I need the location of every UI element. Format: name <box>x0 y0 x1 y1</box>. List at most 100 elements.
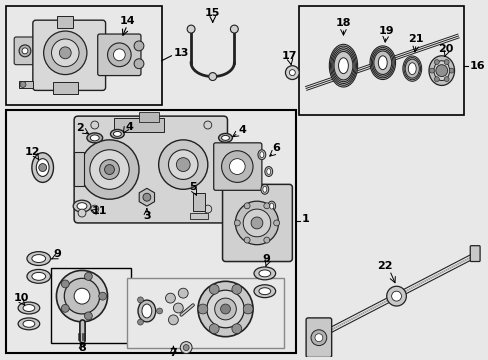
Ellipse shape <box>36 159 49 176</box>
Circle shape <box>310 330 326 346</box>
Ellipse shape <box>263 186 266 192</box>
Circle shape <box>90 150 129 189</box>
Circle shape <box>243 304 252 314</box>
Circle shape <box>198 304 207 314</box>
Circle shape <box>43 31 87 75</box>
Circle shape <box>203 205 211 213</box>
Ellipse shape <box>402 56 421 81</box>
Ellipse shape <box>260 152 264 158</box>
Circle shape <box>134 59 143 69</box>
Ellipse shape <box>218 134 232 142</box>
Circle shape <box>244 237 249 243</box>
Text: 1: 1 <box>301 214 308 224</box>
Circle shape <box>78 209 86 217</box>
Ellipse shape <box>378 56 386 69</box>
Bar <box>299 6 464 115</box>
Ellipse shape <box>142 304 151 318</box>
Circle shape <box>61 305 69 312</box>
Ellipse shape <box>27 269 50 283</box>
Circle shape <box>107 43 131 67</box>
Ellipse shape <box>369 46 395 80</box>
Text: 10: 10 <box>13 293 29 303</box>
Text: 6: 6 <box>272 143 280 153</box>
Circle shape <box>214 298 236 320</box>
Circle shape <box>264 237 269 243</box>
Ellipse shape <box>333 51 352 80</box>
FancyBboxPatch shape <box>98 34 141 76</box>
Text: 5: 5 <box>189 182 197 192</box>
Circle shape <box>264 203 269 209</box>
Text: 7: 7 <box>169 347 177 357</box>
Text: 21: 21 <box>407 34 423 44</box>
Bar <box>190 213 207 219</box>
Circle shape <box>433 60 438 64</box>
Circle shape <box>230 25 238 33</box>
Ellipse shape <box>403 58 420 80</box>
Circle shape <box>134 41 143 51</box>
Circle shape <box>221 151 252 183</box>
Ellipse shape <box>259 288 270 294</box>
Circle shape <box>61 280 69 288</box>
Ellipse shape <box>90 135 99 141</box>
Circle shape <box>443 60 448 64</box>
Circle shape <box>99 292 106 300</box>
Circle shape <box>235 201 278 245</box>
Circle shape <box>435 65 447 77</box>
Text: 19: 19 <box>378 26 394 36</box>
Ellipse shape <box>257 150 265 159</box>
Circle shape <box>209 284 219 294</box>
Circle shape <box>243 209 270 237</box>
FancyBboxPatch shape <box>213 143 262 190</box>
Circle shape <box>180 342 192 354</box>
Circle shape <box>206 290 244 328</box>
Circle shape <box>84 312 92 320</box>
Circle shape <box>285 66 299 80</box>
Circle shape <box>176 158 190 171</box>
Ellipse shape <box>32 273 45 280</box>
Text: 3: 3 <box>143 211 150 221</box>
Ellipse shape <box>221 135 229 140</box>
Circle shape <box>173 303 183 313</box>
Bar <box>6 110 296 352</box>
Ellipse shape <box>18 302 40 314</box>
Bar <box>74 152 84 186</box>
Bar <box>57 16 73 28</box>
Text: 4: 4 <box>238 125 245 135</box>
Ellipse shape <box>110 130 124 138</box>
Circle shape <box>100 159 119 179</box>
Text: 11: 11 <box>92 206 107 216</box>
Circle shape <box>19 45 31 57</box>
Bar <box>6 6 161 105</box>
Ellipse shape <box>253 267 275 280</box>
Ellipse shape <box>372 49 392 76</box>
Text: 20: 20 <box>437 44 452 54</box>
Circle shape <box>39 163 46 171</box>
Ellipse shape <box>266 168 270 175</box>
Circle shape <box>428 68 433 73</box>
Circle shape <box>91 121 99 129</box>
Ellipse shape <box>428 56 454 85</box>
Ellipse shape <box>23 320 35 327</box>
FancyBboxPatch shape <box>222 184 292 261</box>
Text: 22: 22 <box>376 261 392 271</box>
Circle shape <box>20 81 26 87</box>
Text: 8: 8 <box>78 343 86 352</box>
Circle shape <box>165 293 175 303</box>
Circle shape <box>443 77 448 82</box>
Ellipse shape <box>267 201 275 211</box>
Bar <box>127 278 284 347</box>
Circle shape <box>183 345 189 351</box>
Circle shape <box>142 193 150 201</box>
Ellipse shape <box>405 59 419 78</box>
Ellipse shape <box>433 61 448 81</box>
Text: 15: 15 <box>204 8 220 18</box>
Circle shape <box>391 291 401 301</box>
Ellipse shape <box>87 133 102 143</box>
Text: 9: 9 <box>53 249 61 258</box>
Circle shape <box>314 334 322 342</box>
Ellipse shape <box>253 285 275 298</box>
Circle shape <box>80 140 139 199</box>
Text: 9: 9 <box>263 253 270 264</box>
FancyBboxPatch shape <box>74 116 227 223</box>
Bar <box>139 112 158 122</box>
